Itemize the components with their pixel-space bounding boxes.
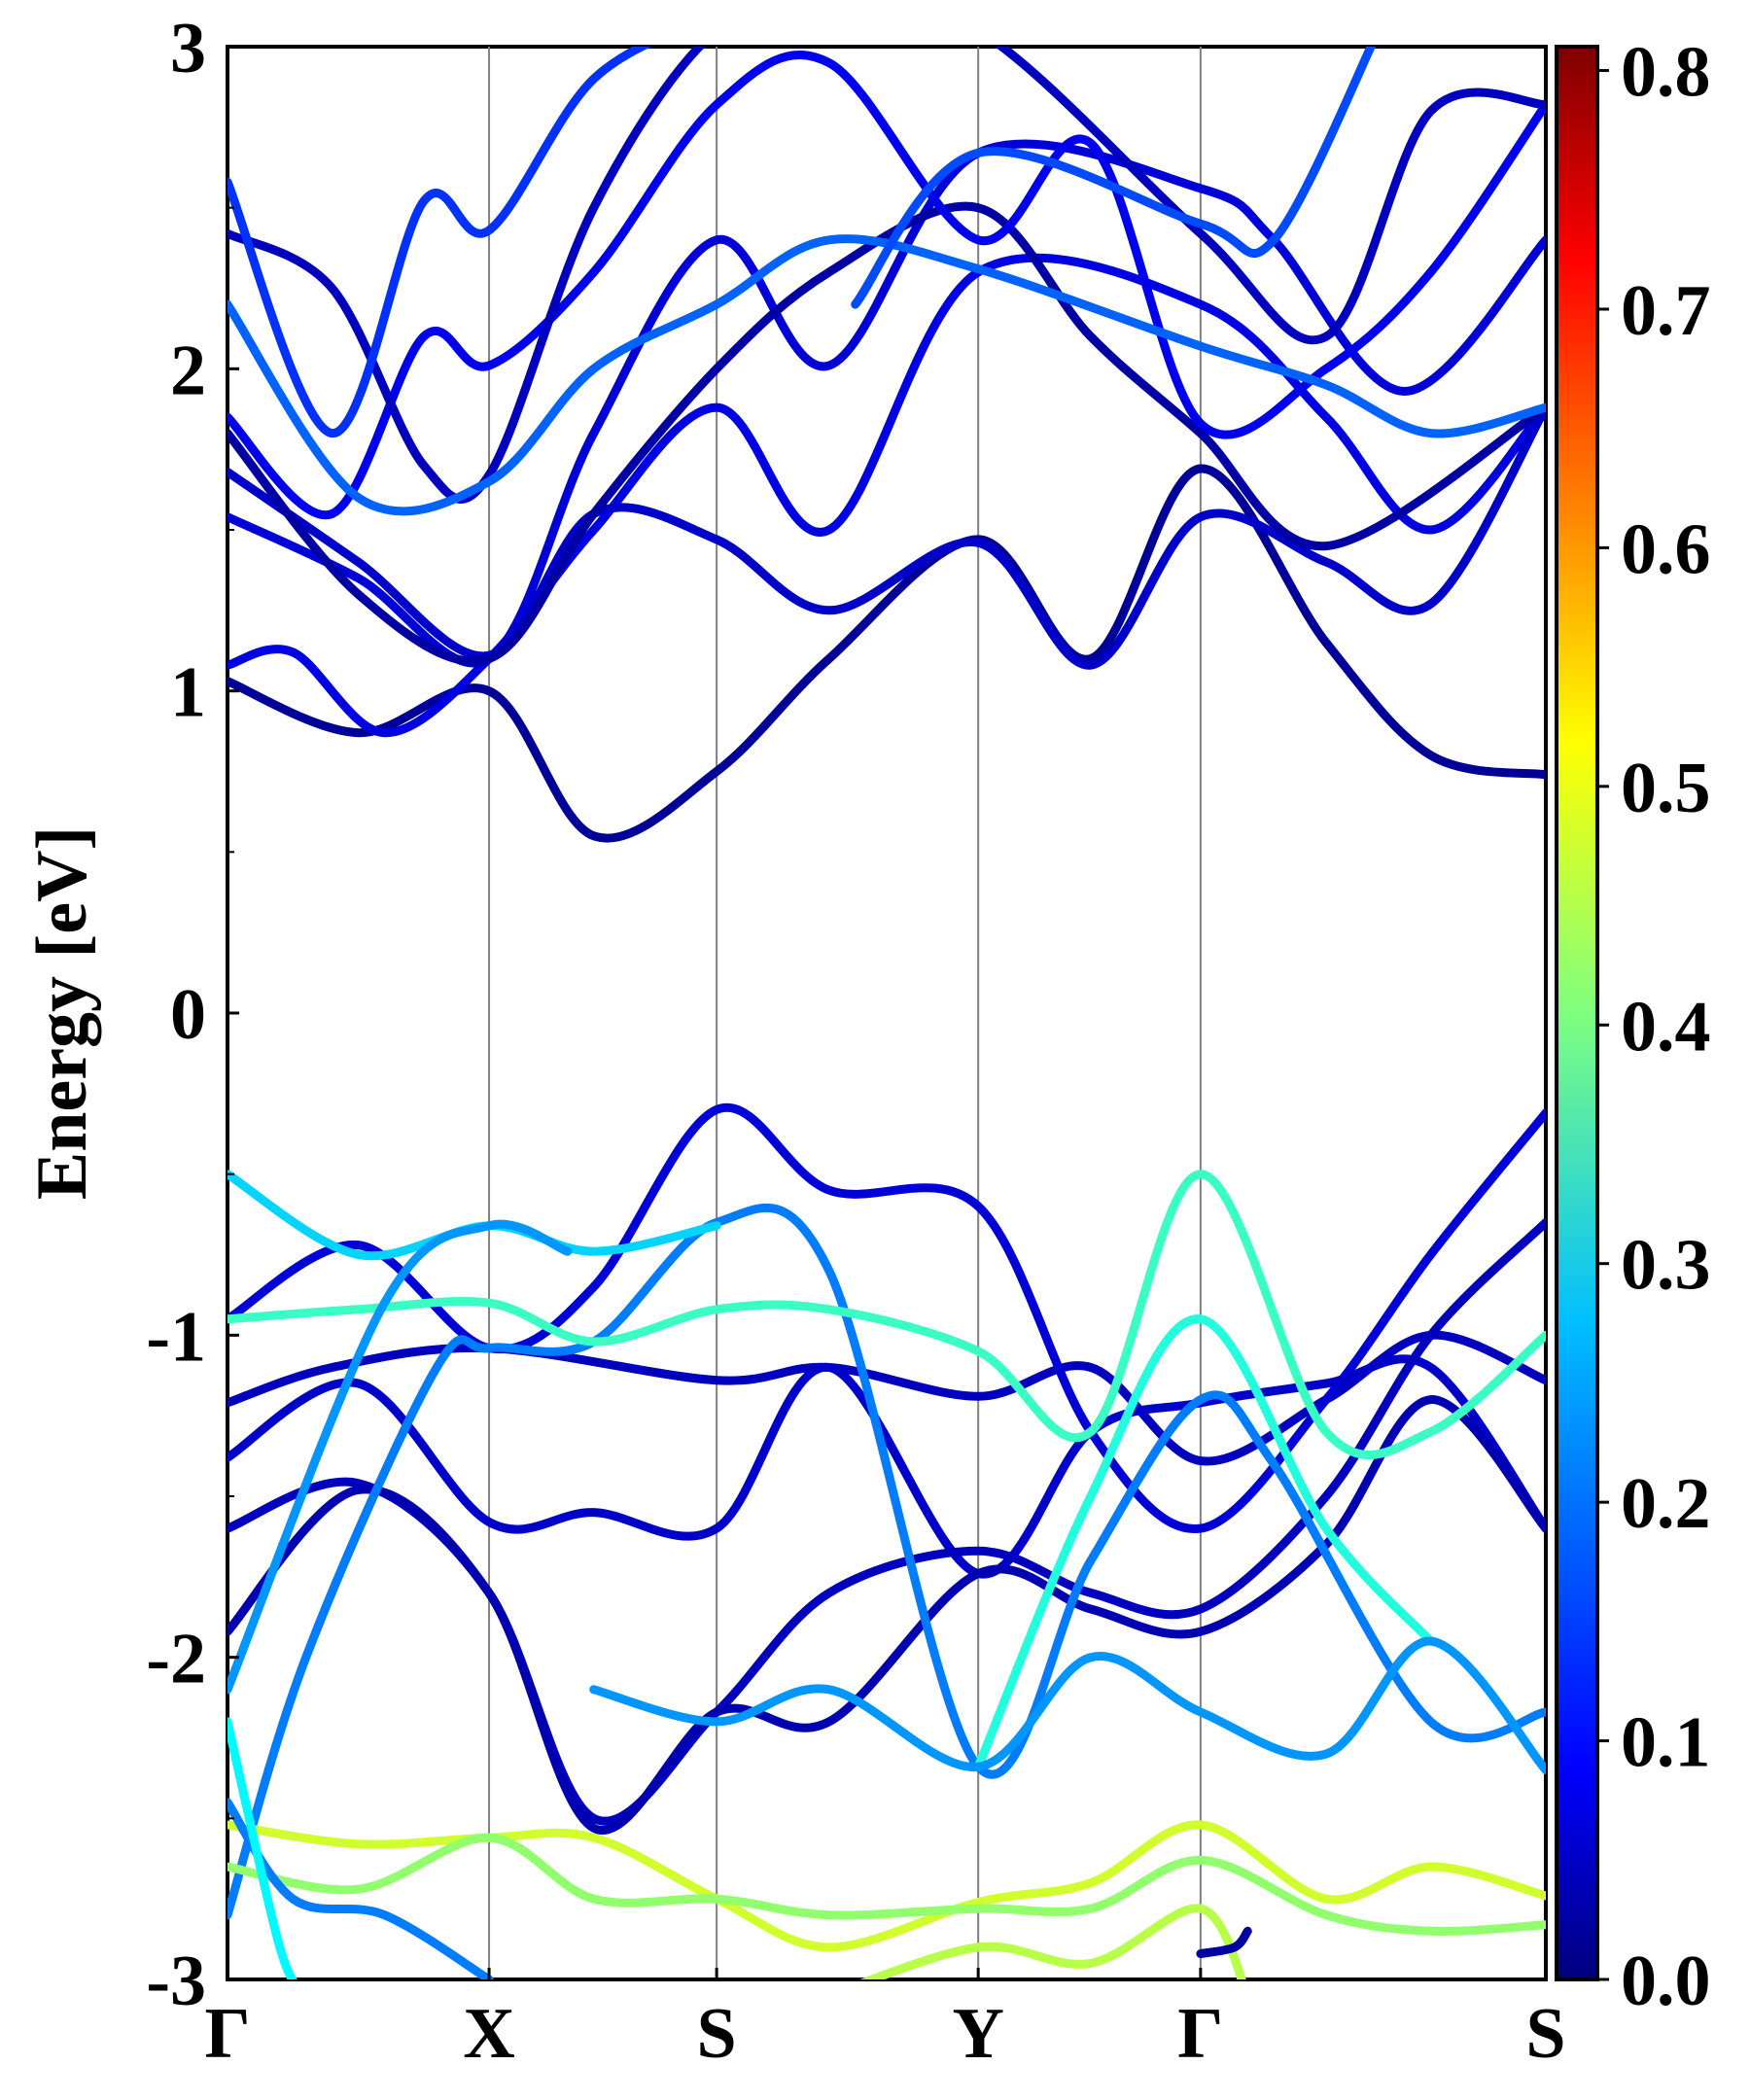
band-vb-5: [228, 1395, 1546, 1836]
x-tick-label: Y: [952, 1994, 1003, 2074]
colorbar-tick-label: 0.5: [1621, 749, 1711, 828]
band-cb-5: [228, 201, 1546, 666]
x-tick-label: S: [1525, 1994, 1565, 2074]
band-cb-9: [228, 234, 1546, 516]
band-cb-7: [228, 47, 1546, 504]
band-cb-2: [228, 253, 1546, 738]
colorbar-tick-label: 0.4: [1621, 987, 1711, 1067]
band-cb-6: [228, 51, 1546, 520]
band-vb-15: [228, 1717, 298, 1979]
band-cb-8: [228, 47, 652, 438]
x-tick-label: Γ: [204, 1994, 250, 2074]
colorbar-tick-label: 0.0: [1621, 1942, 1711, 2021]
x-tick-label: Γ: [1177, 1994, 1223, 2074]
y-tick-label: 0: [170, 975, 206, 1055]
y-tick-label: 3: [170, 9, 206, 88]
band-vb-11: [589, 1636, 1546, 1775]
colorbar-tick-label: 0.6: [1621, 509, 1711, 589]
band-vb-17: [1196, 1926, 1252, 1958]
y-axis-ticks: 3 2 1 0 -1 -2 -3: [146, 9, 239, 2021]
colorbar-tick-label: 0.2: [1621, 1464, 1711, 1544]
x-tick-label: X: [463, 1994, 514, 2074]
colorbar-tick-label: 0.8: [1621, 33, 1711, 113]
band-cb-4: [228, 402, 1546, 670]
band-vb-3: [228, 1354, 1546, 1579]
x-tick-label: S: [697, 1994, 737, 2074]
colorbar: [1555, 45, 1599, 1981]
band-vb-16: [859, 1904, 1246, 1979]
colorbar-tick-label: 0.1: [1621, 1703, 1711, 1783]
colorbar-ticks: 0.0 0.1 0.2 0.3 0.4 0.5 0.6 0.7 0.8: [1597, 33, 1711, 2021]
band-vb-6: [228, 1203, 1546, 1920]
y-axis-title: Energy [eV]: [22, 826, 102, 1200]
y-tick-label: -2: [146, 1620, 206, 1699]
band-vb-10: [973, 1314, 1436, 1771]
colorbar-tick-label: 0.7: [1621, 271, 1711, 351]
y-tick-label: 1: [170, 653, 206, 733]
band-vb-8: [228, 1170, 1546, 1460]
colorbar-tick-label: 0.3: [1621, 1226, 1711, 1306]
y-tick-label: -1: [146, 1297, 206, 1377]
y-tick-label: -3: [146, 1942, 206, 2021]
band-vb-13: [228, 1833, 1546, 1937]
band-vb-9: [228, 1219, 573, 1695]
band-lines: [228, 47, 1546, 1979]
band-cb-10: [851, 47, 1376, 309]
y-tick-label: 2: [170, 331, 206, 410]
